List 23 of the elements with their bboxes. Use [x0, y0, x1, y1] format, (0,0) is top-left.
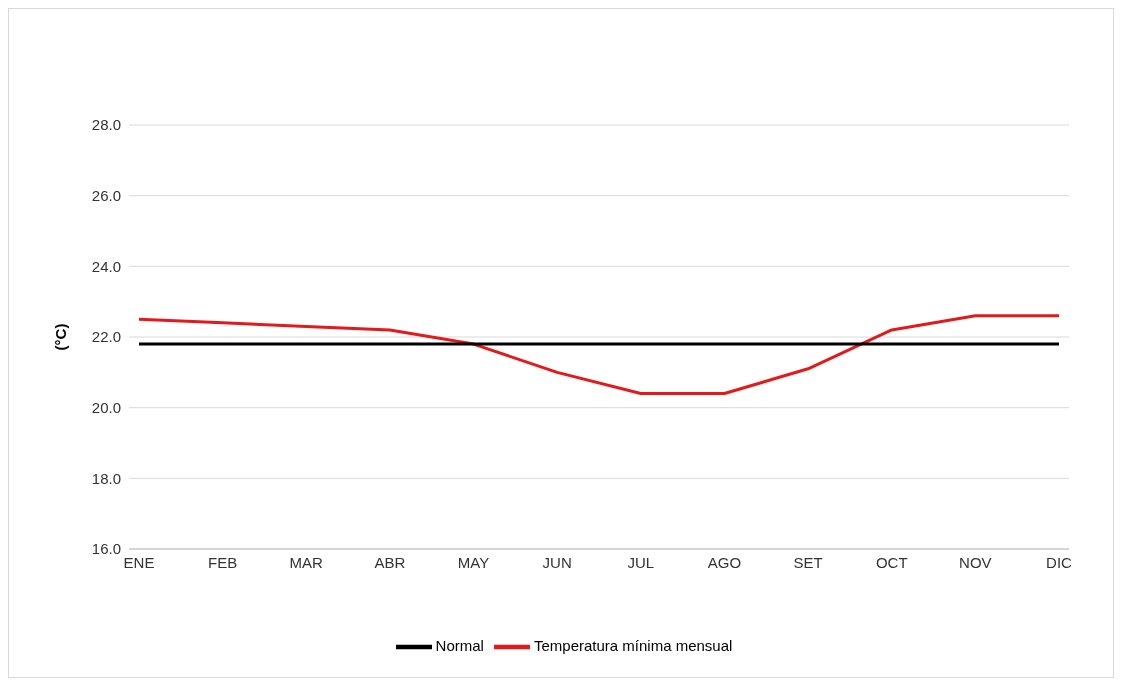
legend-label: Normal — [435, 636, 484, 654]
line-series — [137, 314, 1061, 396]
x-tick-label: FEB — [208, 553, 238, 571]
x-tick-label: JUN — [542, 553, 572, 571]
y-tick-label: 26.0 — [91, 186, 121, 204]
x-tick-label: JUL — [627, 553, 655, 571]
x-tick-label: ABR — [374, 553, 406, 571]
y-tick-label: 20.0 — [91, 398, 121, 416]
y-tick-label: 16.0 — [91, 540, 121, 558]
y-tick-label: 28.0 — [91, 116, 121, 134]
x-tick-label: MAR — [289, 553, 324, 571]
x-tick-label: NOV — [959, 553, 992, 571]
x-tick-label: OCT — [875, 553, 908, 571]
x-tick-label: AGO — [707, 553, 742, 571]
x-tick-label: ENE — [123, 553, 155, 571]
y-tick-label: 24.0 — [91, 257, 121, 275]
y-tick-label: 22.0 — [91, 328, 121, 346]
y-axis-title: (°C) — [52, 323, 70, 351]
x-tick-label: DIC — [1046, 553, 1073, 571]
x-tick-label: MAY — [457, 553, 490, 571]
y-tick-label: 18.0 — [91, 469, 121, 487]
x-tick-label: SET — [793, 553, 823, 571]
legend-label: Temperatura mínima mensual — [533, 636, 733, 654]
